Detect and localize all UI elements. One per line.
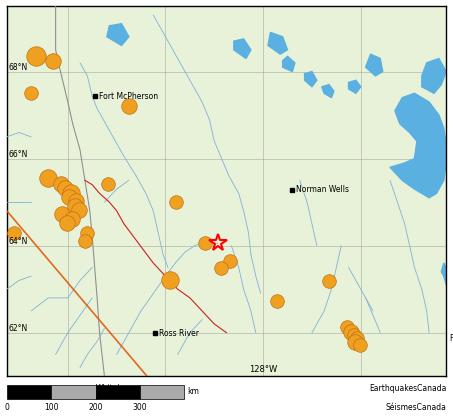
Point: [344, 324, 351, 331]
Text: 66°N: 66°N: [9, 150, 28, 158]
Point: [73, 198, 80, 204]
Point: [353, 334, 361, 341]
Text: Fo: Fo: [449, 334, 453, 343]
Polygon shape: [441, 263, 446, 285]
Point: [63, 220, 70, 227]
Bar: [96, 385, 140, 399]
Polygon shape: [348, 80, 361, 93]
Text: Fort McPherson: Fort McPherson: [99, 92, 158, 101]
Point: [217, 265, 225, 272]
Polygon shape: [234, 39, 251, 59]
Polygon shape: [304, 71, 317, 87]
Text: 100: 100: [44, 403, 58, 412]
Point: [28, 90, 35, 97]
Point: [75, 206, 82, 213]
Text: Ross River: Ross River: [159, 329, 199, 338]
Polygon shape: [422, 59, 446, 93]
Text: Norman Wells: Norman Wells: [296, 186, 349, 194]
Text: Whitehorse: Whitehorse: [96, 384, 139, 393]
Point: [57, 181, 64, 187]
Point: [81, 238, 88, 245]
Point: [348, 329, 355, 335]
Text: SéismesCanada: SéismesCanada: [386, 403, 446, 412]
Text: EarthquakesCanada: EarthquakesCanada: [369, 384, 446, 393]
Text: 0: 0: [5, 403, 9, 412]
Point: [49, 57, 57, 64]
Point: [325, 278, 332, 285]
Point: [201, 240, 208, 247]
Text: 128°W: 128°W: [249, 364, 277, 374]
Polygon shape: [107, 24, 129, 46]
Bar: [140, 385, 184, 399]
Point: [84, 229, 91, 236]
Point: [10, 229, 18, 236]
Point: [226, 257, 234, 264]
Bar: [7, 385, 51, 399]
Point: [167, 276, 174, 283]
Point: [62, 185, 69, 191]
Point: [65, 194, 72, 200]
Polygon shape: [283, 56, 295, 71]
Point: [68, 189, 75, 196]
Polygon shape: [268, 32, 288, 54]
Point: [68, 215, 76, 222]
Polygon shape: [322, 84, 334, 98]
Point: [352, 339, 359, 346]
Point: [173, 199, 180, 206]
Text: 62°N: 62°N: [9, 324, 28, 333]
Text: 68°N: 68°N: [9, 63, 28, 71]
Point: [45, 175, 52, 181]
Text: 300: 300: [133, 403, 147, 412]
Point: [105, 181, 112, 187]
Point: [125, 103, 132, 110]
Text: 200: 200: [88, 403, 103, 412]
Bar: [51, 385, 96, 399]
Polygon shape: [390, 93, 446, 198]
Point: [33, 53, 40, 60]
Polygon shape: [366, 54, 383, 76]
Point: [350, 331, 357, 338]
Point: [274, 298, 281, 305]
Text: 64°N: 64°N: [9, 237, 28, 246]
Point: [59, 211, 66, 218]
Text: km: km: [187, 387, 199, 396]
Point: [71, 203, 78, 210]
Point: [356, 342, 363, 348]
